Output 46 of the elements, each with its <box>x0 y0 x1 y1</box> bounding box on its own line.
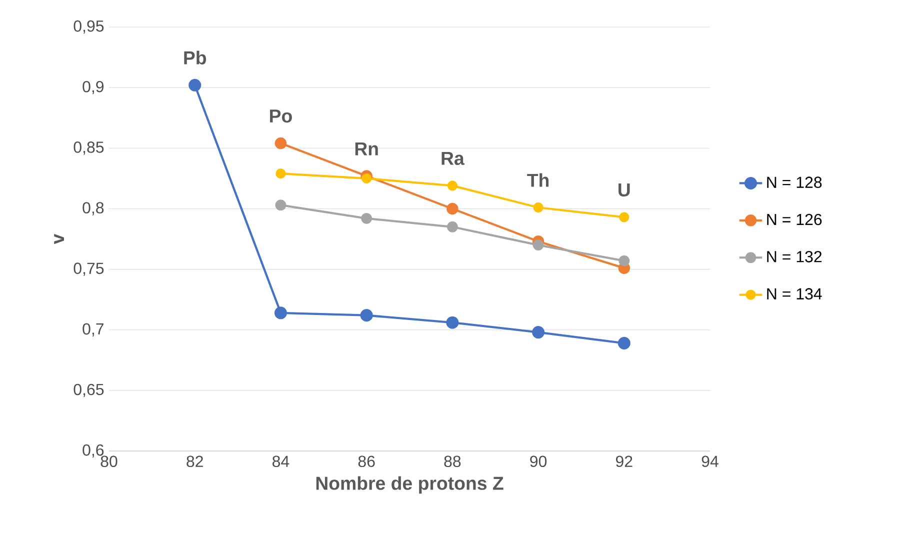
y-tick-label: 0,65 <box>74 384 104 398</box>
point <box>274 137 287 150</box>
x-axis-title: Nombre de protons Z <box>316 476 504 494</box>
point <box>188 78 202 92</box>
y-tick-label: 0,7 <box>82 323 104 336</box>
y-tick-label: 0,85 <box>74 142 104 155</box>
legend-label: N = 128 <box>767 176 822 188</box>
point <box>274 306 287 320</box>
x-tick-label: 94 <box>702 456 718 468</box>
x-tick-label: 90 <box>530 456 547 468</box>
point <box>361 212 372 224</box>
y-axis-title: v <box>54 234 64 244</box>
y-tick-label: 0,6 <box>82 444 104 458</box>
point <box>532 240 544 251</box>
x-tick-label: 92 <box>616 456 632 468</box>
annotation: Th <box>527 173 549 187</box>
x-tick-label: 88 <box>444 456 461 468</box>
point <box>532 326 545 339</box>
point <box>533 202 544 213</box>
point <box>362 173 372 184</box>
annotation: Ra <box>442 152 464 165</box>
point <box>618 336 630 350</box>
point <box>360 309 373 322</box>
point <box>446 316 459 329</box>
x-tick-label: 84 <box>272 456 290 468</box>
point <box>447 180 458 191</box>
point <box>446 221 458 232</box>
legend-label: N = 132 <box>767 251 822 262</box>
y-tick-label: 0,8 <box>82 202 104 216</box>
x-tick-label: 82 <box>186 456 203 468</box>
point <box>618 255 630 266</box>
legend-label: N = 134 <box>767 288 822 300</box>
y-tick-label: 0,75 <box>74 262 104 276</box>
x-tick-label: 86 <box>358 456 375 468</box>
annotation: Rn <box>355 142 378 156</box>
y-tick-label: 0,9 <box>82 80 104 94</box>
annotation: Pb <box>184 50 206 64</box>
point <box>276 168 286 179</box>
point <box>619 212 630 222</box>
y-tick-label: 0,95 <box>74 20 104 34</box>
x-tick-label: 80 <box>100 456 118 468</box>
legend-label: N = 126 <box>767 214 822 226</box>
point <box>446 202 458 215</box>
annotation: U <box>618 183 630 196</box>
point <box>275 200 286 211</box>
annotation: Po <box>270 110 292 123</box>
